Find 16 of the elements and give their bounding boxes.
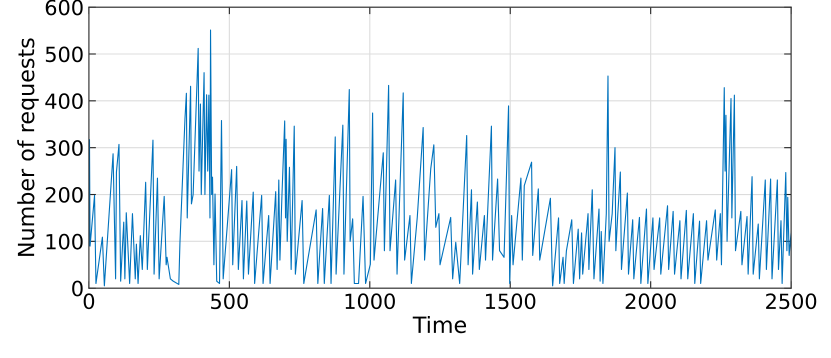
y-tick-label: 500 bbox=[46, 46, 83, 62]
y-tick-label: 200 bbox=[46, 186, 83, 203]
x-tick-label: 2000 bbox=[626, 293, 676, 310]
y-tick-label: 0 bbox=[72, 280, 83, 296]
y-axis-title: Number of requests bbox=[17, 38, 39, 256]
x-tick-label: 0 bbox=[84, 293, 94, 310]
x-tick-label: 2500 bbox=[766, 293, 816, 310]
x-tick-label: 1000 bbox=[346, 293, 395, 310]
y-tick-label: 400 bbox=[45, 93, 83, 110]
x-tick-label: 500 bbox=[211, 293, 248, 310]
x-axis-title: Time bbox=[412, 316, 466, 334]
y-tick-label: 600 bbox=[46, 0, 83, 16]
y-tick-label: 300 bbox=[46, 140, 83, 156]
y-tick-label: 100 bbox=[46, 234, 83, 250]
x-tick-label: 1500 bbox=[486, 293, 536, 310]
line-series bbox=[88, 30, 792, 286]
